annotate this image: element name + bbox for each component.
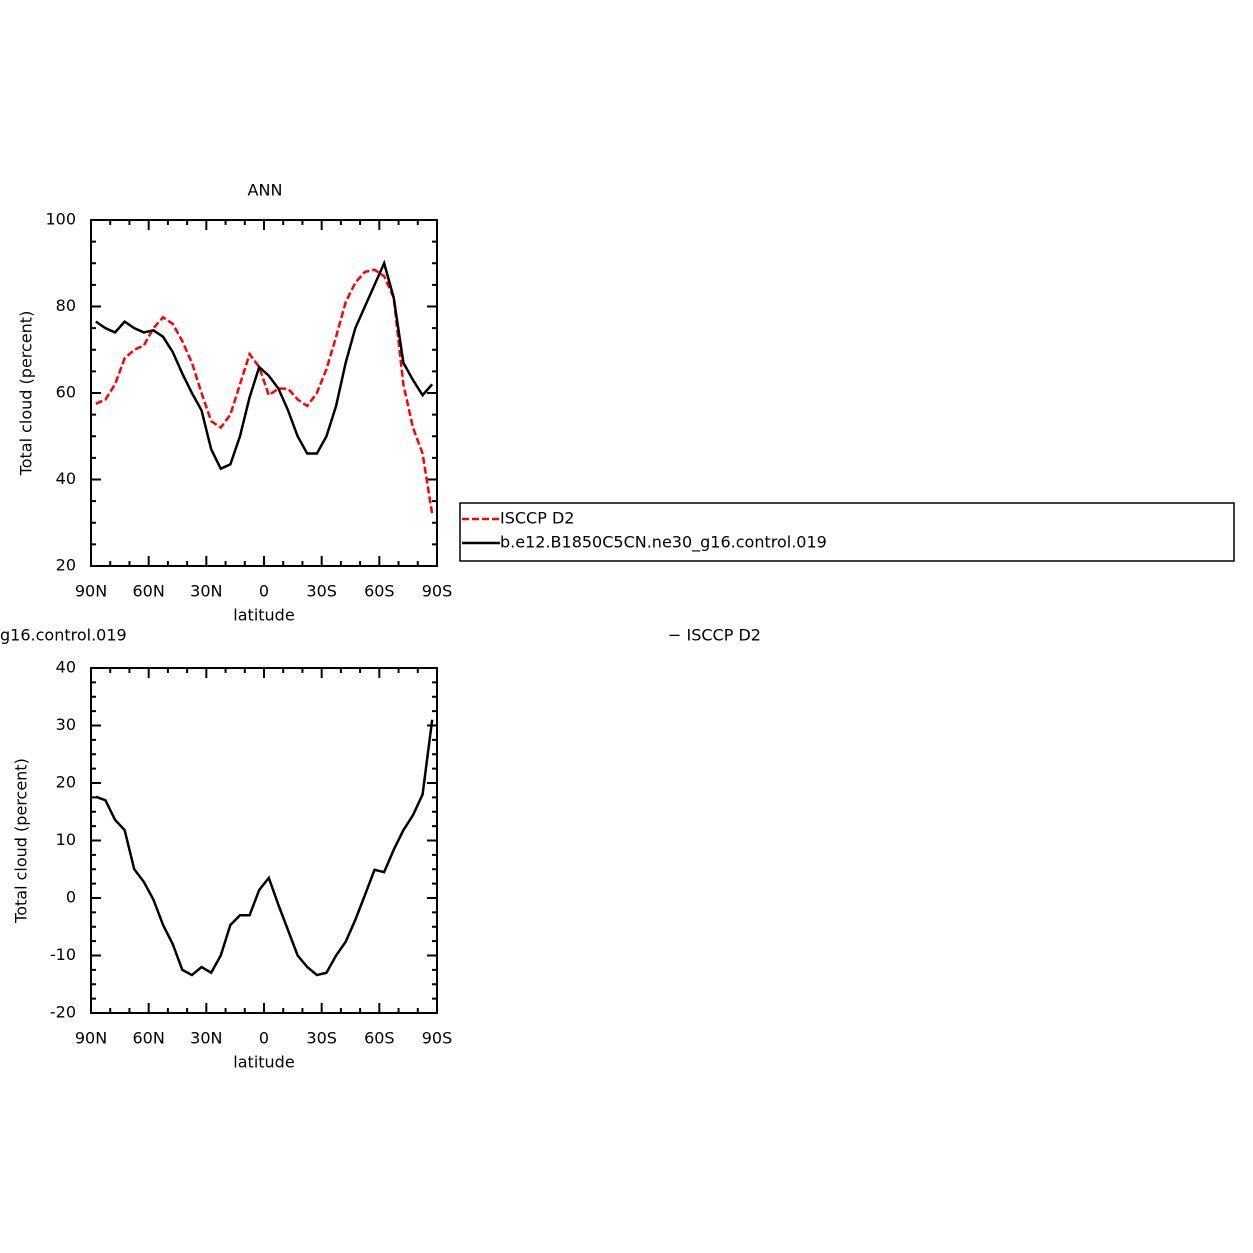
legend-label: b.e12.B1850C5CN.ne30_g16.control.019: [500, 533, 827, 553]
plot-frame: [90, 667, 438, 1014]
x-tick-label: 90S: [422, 582, 453, 601]
x-tick-label: 60N: [133, 582, 165, 601]
legend-label: ISCCP D2: [500, 509, 574, 528]
y-axis-label: Total cloud (percent): [12, 758, 31, 924]
chart-title: g16.control.019: [0, 626, 127, 645]
x-tick-label: 60N: [133, 1029, 165, 1048]
x-tick-label: 30S: [306, 1029, 337, 1048]
x-tick-label: 30N: [190, 1029, 222, 1048]
y-tick-label: 100: [45, 210, 76, 229]
x-tick-label: 60S: [364, 582, 395, 601]
x-tick-label: 30N: [190, 582, 222, 601]
x-tick-label: 90N: [75, 582, 107, 601]
x-axis-label: latitude: [233, 606, 294, 625]
y-tick-label: 40: [56, 469, 76, 488]
x-tick-label: 60S: [364, 1029, 395, 1048]
x-tick-label: 90N: [75, 1029, 107, 1048]
x-tick-label: 90S: [422, 1029, 453, 1048]
y-tick-label: -10: [50, 945, 76, 964]
y-tick-label: -20: [50, 1003, 76, 1022]
x-tick-label: 0: [259, 582, 269, 601]
y-tick-label: 30: [56, 715, 76, 734]
y-tick-label: 60: [56, 383, 76, 402]
y-tick-label: 80: [56, 296, 76, 315]
data-line: [95, 268, 434, 515]
y-tick-label: 10: [56, 830, 76, 849]
annotation: − ISCCP D2: [668, 626, 761, 645]
y-tick-label: 20: [56, 773, 76, 792]
data-line: [95, 259, 434, 471]
x-axis-label: latitude: [233, 1053, 294, 1072]
y-axis-label: Total cloud (percent): [17, 311, 36, 477]
plot-frame: [90, 219, 438, 567]
x-tick-label: 30S: [306, 582, 337, 601]
x-tick-label: 0: [259, 1029, 269, 1048]
legend-box: [459, 502, 1235, 562]
chart-title: ANN: [248, 181, 283, 200]
data-line: [95, 719, 434, 977]
y-tick-label: 0: [66, 888, 76, 907]
y-tick-label: 40: [56, 658, 76, 677]
y-tick-label: 20: [56, 556, 76, 575]
